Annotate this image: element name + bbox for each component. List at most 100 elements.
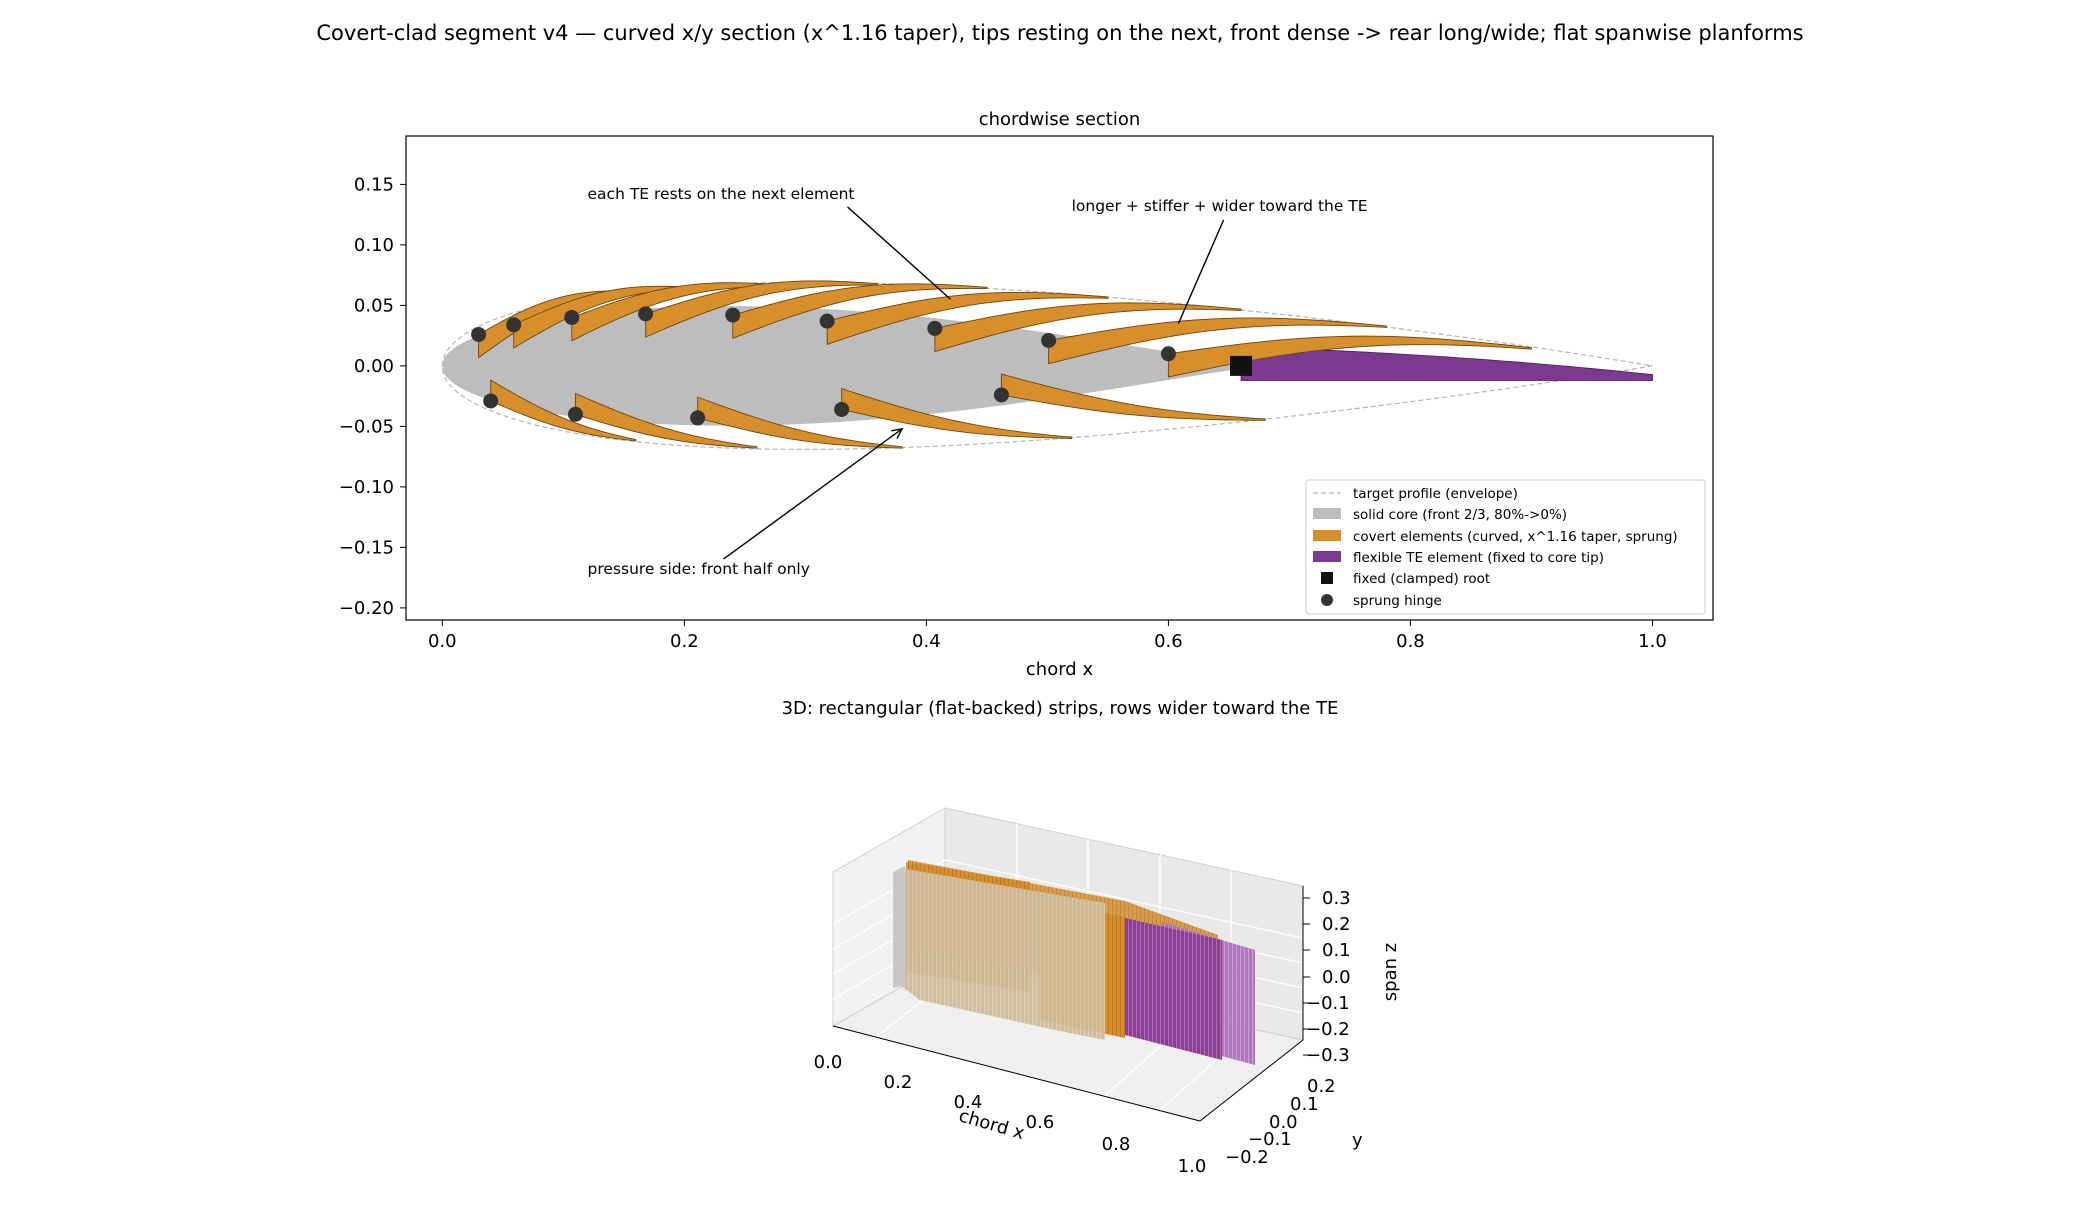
sprung-hinge-marker [819, 313, 835, 329]
flexible-te-element [1240, 346, 1653, 381]
covert-element-lower [574, 392, 758, 449]
annotation-arrow-te-rests [847, 206, 952, 300]
annotation-arrow-pressure-side [723, 428, 903, 560]
sprung-hinge-marker [471, 326, 487, 342]
x-tick-label: 0.8 [1396, 631, 1425, 652]
x-tick-label: 0.4 [912, 631, 941, 652]
legend-marker-clamp [1321, 572, 1333, 584]
legend-marker-hinge [1321, 594, 1333, 606]
covert-element-lower [841, 388, 1073, 439]
sprung-hinge-marker [834, 401, 850, 417]
y-tick-label: 0.15 [354, 174, 394, 195]
section-axes-frame [405, 135, 1714, 621]
z-tick-2: 0.1 [1322, 940, 1351, 961]
legend-label-core: solid core (front 2/3, 80%->0%) [1353, 507, 1567, 523]
y3d-tick-2: 0.0 [1269, 1112, 1298, 1133]
sprung-hinge-marker [927, 320, 943, 336]
sprung-hinge-marker [506, 317, 522, 333]
3d-x-ticks: 0.0 0.2 0.4 0.6 0.8 1.0 chord x [814, 1025, 1207, 1177]
x-ticks: 0.0 0.2 0.4 0.6 0.8 1.0 [428, 620, 1667, 652]
x-tick-label: 0.6 [1154, 631, 1183, 652]
x3d-tick-5: 1.0 [1178, 1156, 1207, 1177]
y-tick-label: −0.05 [339, 416, 394, 437]
covert-element-upper [1048, 317, 1387, 365]
annotation-arrow-longer-stiffer [1177, 219, 1225, 324]
covert-element-upper [934, 302, 1242, 353]
legend-label-hinge: sprung hinge [1353, 593, 1442, 609]
z-tick-3: 0.0 [1322, 967, 1351, 988]
legend-label-te: flexible TE element (fixed to core tip) [1353, 550, 1604, 566]
y-tick-label: 0.05 [354, 295, 394, 316]
z-tick-4: −0.1 [1306, 993, 1350, 1014]
sprung-hinge-marker [690, 410, 706, 426]
legend-box [1305, 479, 1706, 615]
x3d-axis-label: chord x [956, 1105, 1027, 1144]
suptitle: Covert-clad segment v4 — curved x/y sect… [316, 21, 1803, 45]
y-tick-label: 0.00 [354, 356, 394, 377]
z-tick-5: −0.2 [1306, 1019, 1350, 1040]
covert-element-upper [826, 291, 1109, 345]
y-ticks: 0.15 0.10 0.05 0.00 −0.05 −0.10 −0.15 −0.20 [339, 174, 406, 619]
legend: target profile (envelope) solid core (fr… [1305, 479, 1706, 615]
3d-y-ticks: −0.2 −0.1 0.0 0.1 0.2 y [1199, 1039, 1363, 1168]
y3d-tick-0: −0.2 [1225, 1147, 1269, 1168]
3d-surfaces [893, 860, 1255, 1065]
annotations: each TE rests on the next element longer… [588, 185, 1368, 578]
legend-label-clamp: fixed (clamped) root [1353, 571, 1490, 587]
y-tick-label: −0.20 [339, 598, 394, 619]
y3d-axis-label: y [1352, 1130, 1363, 1151]
sprung-hinge-marker [567, 406, 583, 422]
legend-swatch-te [1313, 551, 1341, 562]
3d-z-ticks: 0.3 0.2 0.1 0.0 −0.1 −0.2 −0.3 span z [1302, 886, 1401, 1066]
annotation-pressure-side: pressure side: front half only [588, 560, 810, 578]
y3d-tick-3: 0.1 [1290, 1094, 1319, 1115]
x-tick-label: 0.2 [670, 631, 699, 652]
section-axes: chordwise section each TE rests on the n… [339, 109, 1714, 680]
3d-te-surface [1125, 918, 1222, 1060]
sprung-hinges [471, 306, 1176, 426]
z-tick-1: 0.2 [1322, 914, 1351, 935]
covert-element-upper [732, 283, 988, 339]
x3d-tick-3: 0.6 [1026, 1112, 1055, 1133]
sprung-hinge-marker [1160, 346, 1176, 362]
legend-swatch-core [1313, 508, 1341, 519]
y-tick-label: −0.15 [339, 537, 394, 558]
legend-label-envelope: target profile (envelope) [1353, 486, 1518, 502]
sprung-hinge-marker [725, 307, 741, 323]
sprung-hinge-marker [483, 393, 499, 409]
covert-element-upper [1167, 335, 1532, 378]
x-tick-label: 1.0 [1638, 631, 1667, 652]
x-tick-label: 0.0 [428, 631, 457, 652]
x3d-tick-2: 0.4 [954, 1092, 983, 1113]
sprung-hinge-marker [638, 306, 654, 322]
plot-area [441, 280, 1653, 450]
sprung-hinge-marker [993, 387, 1009, 403]
x3d-tick-4: 0.8 [1102, 1134, 1131, 1155]
legend-swatch-covert [1313, 530, 1341, 541]
y-tick-label: −0.10 [339, 477, 394, 498]
x-axis-label: chord x [1026, 659, 1094, 680]
covert-element-lower [490, 379, 637, 442]
clamped-root-marker [1230, 355, 1253, 376]
3d-title: 3D: rectangular (flat-backed) strips, ro… [782, 698, 1339, 719]
annotation-arrowhead-pressure-side [891, 427, 904, 439]
z-tick-0: 0.3 [1322, 888, 1351, 909]
sprung-hinge-marker [1041, 332, 1057, 348]
y3d-tick-4: 0.2 [1307, 1076, 1336, 1097]
covert-element-lower [1000, 373, 1266, 421]
sprung-hinge-marker [564, 310, 580, 325]
3d-core-side [893, 866, 905, 988]
z-tick-6: −0.3 [1306, 1045, 1350, 1066]
x3d-tick-0: 0.0 [814, 1052, 843, 1073]
x3d-tick-1: 0.2 [884, 1072, 913, 1093]
legend-label-covert: covert elements (curved, x^1.16 taper, s… [1353, 529, 1678, 545]
y3d-tick-1: −0.1 [1248, 1129, 1292, 1150]
annotation-te-rests: each TE rests on the next element [588, 185, 855, 203]
3d-core-surface [900, 868, 1105, 1040]
covert-element-lower [697, 396, 903, 449]
z-axis-label: span z [1380, 943, 1401, 1001]
section-title: chordwise section [979, 109, 1141, 130]
y-tick-label: 0.10 [354, 235, 394, 256]
annotation-longer-stiffer: longer + stiffer + wider toward the TE [1072, 197, 1368, 215]
